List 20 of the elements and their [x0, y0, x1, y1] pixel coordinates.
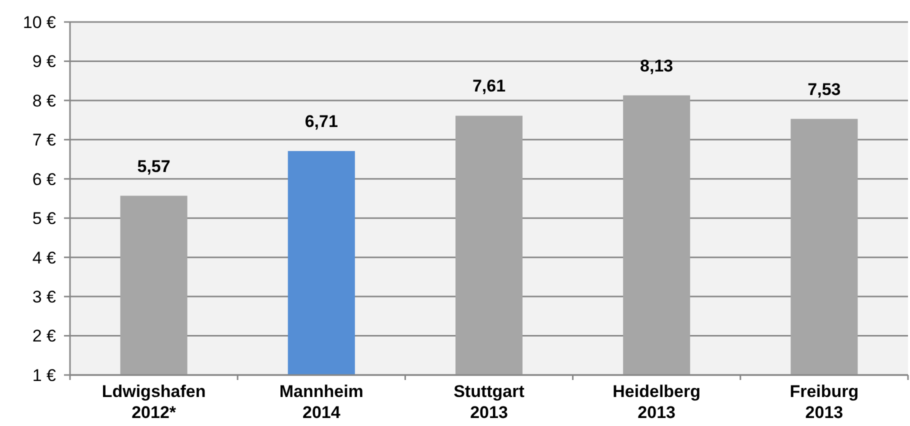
y-tick-label: 10 € — [22, 12, 57, 32]
y-tick-label: 1 € — [32, 366, 57, 385]
y-tick-label: 7 € — [32, 130, 57, 150]
x-tick-label: Ldwigshafen 2012* — [102, 382, 206, 422]
y-tick-label: 3 € — [32, 288, 57, 307]
y-tick-label: 2 € — [32, 326, 57, 346]
x-tick-label: Heidelberg 2013 — [612, 382, 701, 422]
data-label: 7,61 — [472, 76, 506, 96]
data-label: 7,53 — [808, 80, 841, 99]
x-tick-label: Stuttgart 2013 — [454, 382, 525, 422]
y-tick-label: 4 € — [32, 248, 57, 268]
x-tick-label: Freiburg 2013 — [790, 382, 859, 422]
y-tick-label: 8 € — [32, 91, 57, 110]
data-label: 5,57 — [137, 156, 170, 176]
y-tick-label: 6 € — [32, 170, 57, 189]
x-tick-label: Mannheim 2014 — [279, 382, 364, 422]
y-tick-label: 9 € — [32, 52, 57, 72]
data-label: 8,13 — [640, 56, 674, 76]
y-tick-label: 5 € — [32, 209, 57, 228]
data-label: 6,71 — [304, 112, 338, 132]
